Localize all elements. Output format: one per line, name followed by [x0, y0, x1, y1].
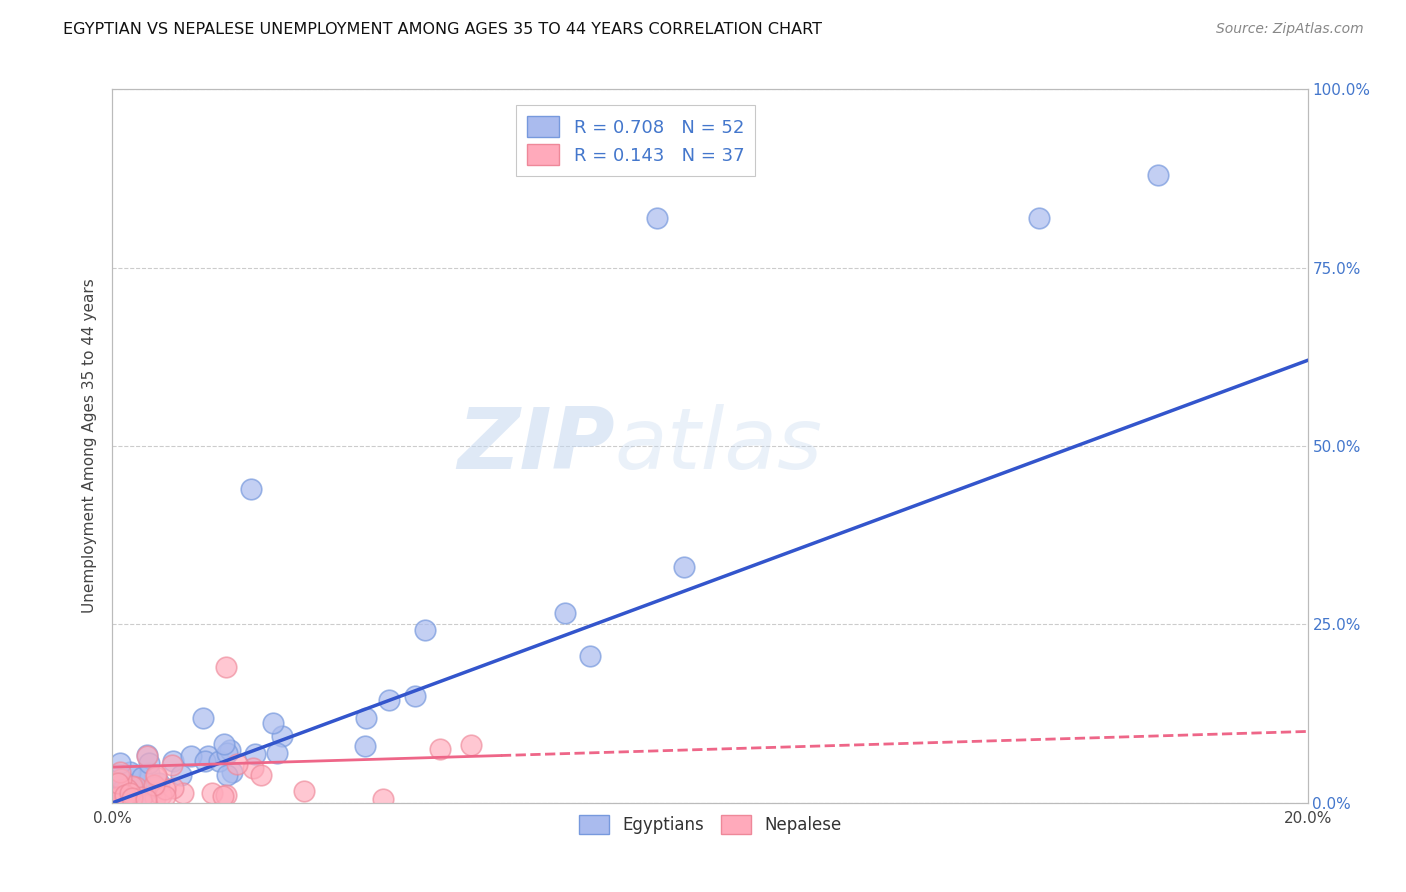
Point — [121, 779, 143, 793]
Point — [148, 776, 170, 790]
Point — [215, 746, 238, 760]
Text: atlas: atlas — [614, 404, 823, 488]
Point — [201, 785, 224, 799]
Point — [118, 785, 141, 799]
Point — [172, 786, 194, 800]
Point — [1147, 168, 1170, 182]
Point — [111, 784, 134, 798]
Point — [124, 782, 146, 797]
Point — [292, 784, 315, 798]
Point — [155, 781, 177, 796]
Point — [215, 660, 238, 674]
Point — [197, 748, 219, 763]
Text: Source: ZipAtlas.com: Source: ZipAtlas.com — [1216, 22, 1364, 37]
Point — [212, 789, 235, 803]
Point — [226, 757, 249, 772]
Point — [131, 770, 153, 784]
Point — [112, 781, 135, 796]
Point — [170, 768, 193, 782]
Point — [266, 746, 288, 760]
Point — [117, 782, 139, 797]
Point — [579, 649, 602, 664]
Point — [108, 765, 131, 780]
Point — [150, 789, 173, 803]
Point — [107, 789, 129, 804]
Point — [673, 560, 696, 574]
Point — [145, 770, 167, 784]
Point — [153, 789, 176, 803]
Point — [121, 790, 143, 805]
Point — [645, 211, 668, 225]
Point — [107, 775, 129, 789]
Point — [429, 741, 451, 756]
Point — [132, 788, 155, 802]
Point — [373, 792, 395, 806]
Point — [110, 784, 132, 798]
Point — [138, 765, 160, 780]
Point — [143, 780, 166, 795]
Point — [135, 748, 157, 763]
Point — [354, 711, 377, 725]
Point — [107, 767, 129, 781]
Point — [460, 738, 482, 752]
Point — [115, 788, 138, 802]
Point — [270, 729, 292, 743]
Point — [108, 791, 131, 805]
Y-axis label: Unemployment Among Ages 35 to 44 years: Unemployment Among Ages 35 to 44 years — [82, 278, 97, 614]
Point — [107, 789, 129, 803]
Point — [135, 748, 157, 763]
Point — [118, 765, 141, 780]
Point — [404, 689, 426, 703]
Point — [131, 789, 153, 804]
Point — [378, 692, 401, 706]
Point — [191, 711, 214, 725]
Point — [145, 768, 167, 782]
Point — [125, 780, 148, 795]
Point — [249, 768, 271, 782]
Point — [112, 790, 135, 805]
Point — [554, 607, 576, 621]
Legend: Egyptians, Nepalese: Egyptians, Nepalese — [572, 808, 848, 841]
Point — [117, 781, 139, 796]
Point — [242, 761, 264, 775]
Point — [1028, 211, 1050, 225]
Point — [413, 623, 436, 637]
Point — [162, 758, 184, 772]
Point — [118, 780, 141, 794]
Point — [262, 716, 284, 731]
Point — [217, 768, 239, 782]
Point — [243, 747, 266, 762]
Point — [114, 788, 136, 802]
Point — [162, 754, 184, 768]
Point — [107, 789, 129, 803]
Point — [240, 482, 263, 496]
Point — [143, 791, 166, 805]
Point — [115, 788, 138, 802]
Point — [143, 779, 166, 793]
Text: EGYPTIAN VS NEPALESE UNEMPLOYMENT AMONG AGES 35 TO 44 YEARS CORRELATION CHART: EGYPTIAN VS NEPALESE UNEMPLOYMENT AMONG … — [63, 22, 823, 37]
Point — [354, 739, 377, 753]
Point — [107, 789, 129, 803]
Point — [110, 772, 132, 786]
Point — [212, 737, 235, 751]
Point — [215, 788, 238, 802]
Text: ZIP: ZIP — [457, 404, 614, 488]
Point — [122, 768, 145, 782]
Point — [107, 779, 129, 793]
Point — [207, 754, 229, 768]
Point — [135, 792, 157, 806]
Point — [194, 754, 217, 768]
Point — [112, 775, 135, 789]
Point — [110, 789, 132, 804]
Point — [108, 756, 131, 770]
Point — [219, 743, 242, 757]
Point — [138, 756, 160, 770]
Point — [221, 764, 243, 779]
Point — [162, 780, 184, 795]
Point — [180, 749, 202, 764]
